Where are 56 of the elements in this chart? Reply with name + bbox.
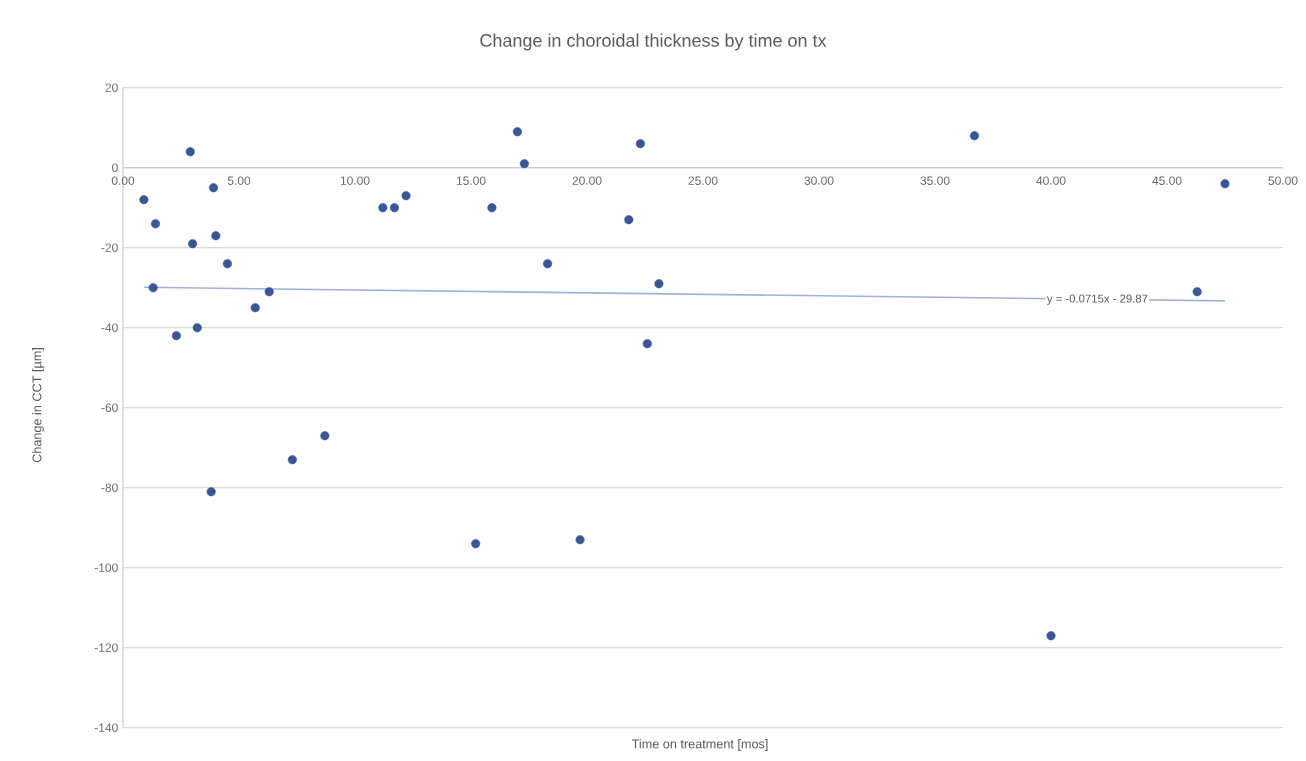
point [575,535,585,545]
y-tick-label: -20 [101,243,118,252]
point [969,131,979,141]
point [635,139,645,149]
point [192,323,202,333]
point [654,279,664,289]
y-tick-label: -80 [101,483,118,492]
point [264,287,274,297]
x-tick-label: 40.00 [1036,176,1066,185]
annotation: y = -0.0715x - 29.87 [1046,294,1148,305]
point [139,195,149,205]
point [1220,179,1230,189]
point [188,239,198,249]
point [512,127,522,137]
point [148,283,158,293]
y-tick-label: -120 [94,643,118,652]
point [320,431,330,441]
x-tick-label: 0.00 [111,176,135,185]
point [211,231,221,241]
x-axis-title: Time on treatment [mos] [631,739,768,751]
x-tick-label: 5.00 [227,176,251,185]
point [206,487,216,497]
x-tick-label: 10.00 [340,176,370,185]
point [208,183,219,193]
point [487,203,497,213]
chart-title: Change in choroidal thickness by time on tx [480,33,827,51]
point [519,159,529,169]
point [150,219,161,229]
y-tick-label: -40 [101,323,118,332]
y-axis-title: Change in CCT [µm] [32,348,44,463]
point [171,331,181,341]
x-tick-label: 20.00 [572,176,602,185]
x-tick-label: 25.00 [688,176,718,185]
point [389,203,399,213]
point [1192,287,1202,297]
y-tick-label: -100 [94,563,118,572]
point [642,339,652,349]
point [378,203,388,213]
point [1046,631,1056,641]
x-tick-label: 50.00 [1268,176,1298,185]
y-tick-label: -140 [94,723,118,732]
point [543,259,553,269]
x-tick-label: 15.00 [456,176,486,185]
y-tick-label: 0 [112,163,118,172]
y-tick-label: 20 [105,83,118,92]
point [250,303,260,313]
point [401,191,411,201]
point [471,539,481,549]
point [624,215,634,225]
x-tick-label: 35.00 [920,176,950,185]
x-tick-label: 45.00 [1152,176,1182,185]
x-tick-label: 30.00 [804,176,834,185]
point [185,147,195,157]
point [287,455,297,465]
y-tick-label: -60 [101,403,118,412]
point [222,259,232,269]
